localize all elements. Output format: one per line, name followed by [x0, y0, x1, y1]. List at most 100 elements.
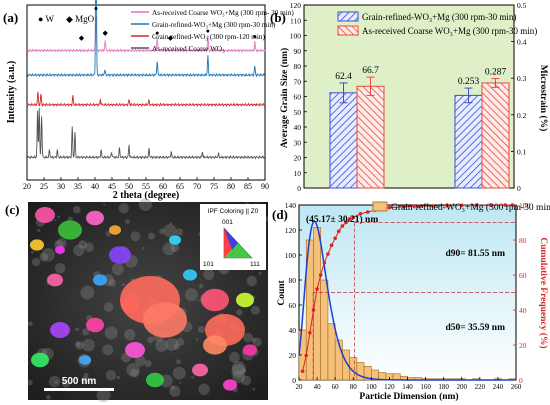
panel-a-x-tick-label: 20 [23, 182, 31, 191]
panel-b-value-label: 0.253 [458, 77, 480, 87]
panel-d-y-tick-label: 20 [289, 351, 297, 360]
panel-b-y-tick-label: 80 [294, 62, 302, 71]
panel-d-y-tick-label: 80 [289, 276, 297, 285]
panel-c-grain-speck [124, 329, 136, 341]
panel-c-grain-speck [75, 341, 81, 347]
panel-c-grain-speck [138, 198, 152, 212]
panel-c-ipf-corner-001: 001 [222, 219, 233, 226]
panel-d-cumulative-point [340, 224, 345, 228]
panel-b-y-axis-label: Average Grain Size (nm) [279, 48, 290, 148]
panel-a-legend-label: As-received Coarse WO₃+Mg (300 rpm- 30 m… [152, 9, 294, 17]
panel-c-ipf-title: IPF Coloring || Z0 [208, 208, 259, 215]
panel-c-grain-speck [111, 263, 124, 276]
panel-c-grain-speck [198, 283, 204, 289]
panel-d-histogram-bar [327, 323, 336, 381]
panel-c-grain-speck [169, 222, 173, 225]
panel-c-grain-speck [103, 302, 114, 312]
panel-b-y-tick-label: 0 [297, 184, 301, 193]
panel-d-x-tick-label: 80 [350, 383, 358, 391]
panel-d-y-tick-label: 0 [292, 376, 296, 385]
panel-d-x-tick-label: 60 [332, 383, 340, 391]
panel-d-cumulative-point [431, 204, 435, 208]
panel-c-particles [27, 198, 269, 403]
panel-c-grain-speck [130, 368, 139, 378]
panel-d-cumulative-point [304, 353, 309, 358]
panel-c-grain-speck [81, 376, 89, 384]
panel-d-y-tick-label: 140 [285, 201, 297, 210]
panel-c-grain-speck [170, 385, 175, 390]
panel-d-y2-tick-label: 20 [519, 341, 527, 350]
panel-a-x-tick-label: 45 [108, 182, 116, 191]
panel-c-grain-speck [27, 321, 33, 327]
panel-c-scale-bar-label: 500 nm [62, 376, 97, 387]
panel-b-y-ticks: 0 10 20 30 40 50 60 70 80 90 100 110 120 [290, 1, 307, 193]
panel-c-particle [192, 363, 208, 377]
panel-d-cumulative-point [387, 205, 392, 210]
panel-c-grain-speck [96, 388, 111, 403]
panel-c-grain-speck [39, 252, 49, 262]
panel-a-x-tick-label: 65 [176, 182, 184, 191]
panel-c-particle [86, 210, 104, 226]
panel-c-ipf-green-zone [224, 243, 252, 258]
panel-c-grain-speck [147, 336, 154, 344]
panel-b-legend-label-2: As-received Coarse WO₃+Mg (300 rpm-30 mi… [362, 26, 537, 36]
panel-c-grain-speck [175, 228, 183, 236]
panel-a-series-line [26, 16, 266, 53]
panel-c-grain-speck [252, 387, 256, 391]
panel-c-grain-speck [54, 219, 57, 222]
panel-d-y2-tick-label: 0 [519, 376, 523, 385]
panel-c-particle [50, 322, 70, 338]
panel-d-x-tick-label: 240 [493, 383, 504, 391]
panel-c-ipf-background [200, 204, 266, 270]
panel-c-grain-speck [176, 359, 181, 365]
panel-d-x-tick-label: 20 [296, 383, 304, 391]
panel-d-y2-axis-label: Cumulative Frequency (%) [538, 237, 549, 348]
panel-c-grain-speck [229, 352, 240, 363]
panel-d-cumulative-point [459, 203, 464, 208]
panel-d-y-tick-label: 40 [289, 326, 297, 335]
panel-a-x-tick-label: 30 [57, 182, 65, 191]
panel-d-y-tick-label: 100 [285, 251, 297, 260]
panel-c-grain-speck [231, 364, 246, 379]
panel-d-cumulative-point [503, 203, 507, 207]
panel-d-y-tick-label: 60 [289, 301, 297, 310]
panel-d-legend-label: Grain-refined-WO₃+Mg (300 rpm-30 min) [391, 202, 550, 213]
panel-a-x-tick-label: 75 [210, 182, 218, 191]
panel-c-particle [30, 239, 44, 251]
panel-c-grain-speck [118, 203, 129, 214]
panel-b-bar [481, 82, 510, 189]
panel-a-series-line [26, 0, 266, 78]
panel-a-x-tick-label: 55 [142, 182, 150, 191]
panel-b-y2-tick-label: 0.5 [517, 1, 527, 10]
panel-d-cumulative-point [333, 236, 337, 241]
panel-d-x-tick-label: 160 [420, 383, 431, 391]
panel-d-y2-tick-label: 40 [519, 306, 527, 315]
panel-c-grain-speck [232, 370, 246, 384]
panel-b-value-label: 66.7 [362, 66, 379, 76]
panel-c-grain-speck [125, 219, 130, 225]
panel-c-particle [143, 302, 187, 338]
panel-d-cumulative-point [322, 260, 327, 265]
panel-c-grain-speck [231, 361, 246, 375]
panel-c-particle [223, 379, 237, 391]
panel-b-y-tick-label: 100 [290, 32, 302, 41]
panel-a-marker-legend-w: ● W [38, 14, 55, 24]
panel-c-grain-speck [170, 243, 180, 253]
panel-c-grain-speck [144, 360, 152, 368]
panel-c-grain-speck [179, 381, 182, 385]
panel-d-cumulative-point [311, 308, 316, 312]
panel-c-particle [236, 292, 254, 308]
panel-c-grain-speck [135, 355, 146, 367]
panel-b-y-tick-label: 60 [294, 93, 302, 102]
panel-c-grain-speck [105, 369, 117, 381]
panel-a-peak-marker: ● [94, 4, 98, 12]
panel-b-y-tick-label: 30 [294, 138, 302, 147]
panel-a-plot-frame [26, 4, 266, 181]
panel-c-grain-speck [142, 246, 145, 250]
panel-b-grain-size-chart: 62.4 66.7 0.253 0.287 0 10 20 30 40 50 60 70 80 90 10… [270, 1, 549, 193]
panel-a-marker-legend-mgo: ◆ MgO [66, 14, 95, 24]
panel-a-peak-marker: ◆ [79, 34, 85, 42]
panel-c-grain-speck [126, 363, 140, 377]
panel-c-grain-speck [54, 380, 58, 385]
